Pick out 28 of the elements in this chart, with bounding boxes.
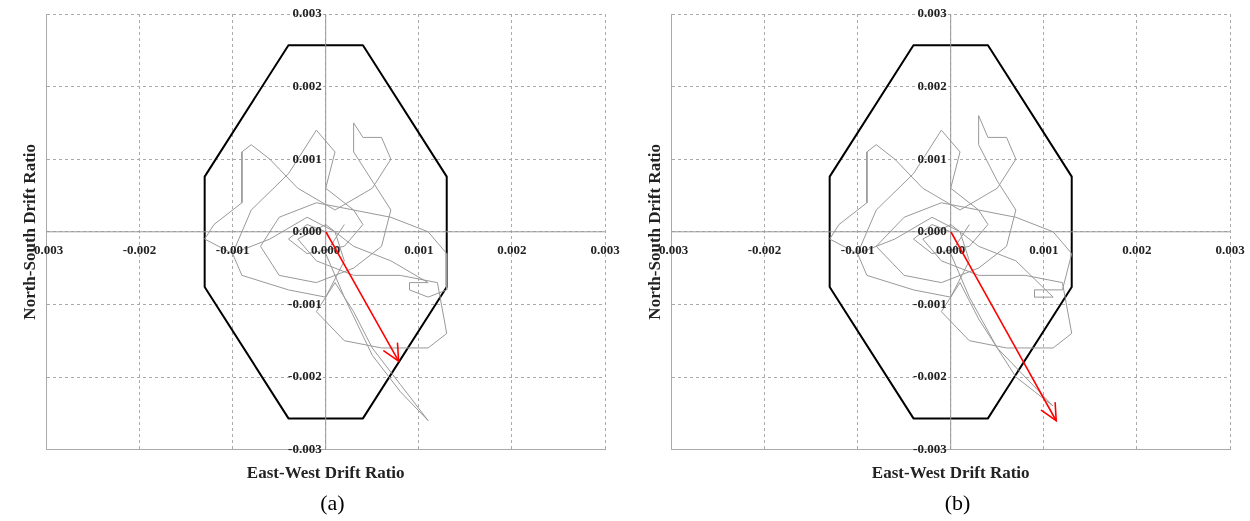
y-tick-label: 0.002 [292, 77, 322, 93]
text: (b) [944, 490, 971, 516]
x-tick-label: 0.003 [1215, 241, 1246, 257]
y-tick-label: -0.001 [288, 295, 322, 311]
x-tick-label: 0.002 [1122, 241, 1152, 257]
x-tick-label: -0.001 [840, 241, 875, 257]
x-tick-label: 0.001 [404, 241, 434, 257]
x-tick-label: 0.001 [1029, 241, 1059, 257]
y-tick-label: 0.001 [917, 150, 947, 166]
x-tick-label: 0.003 [590, 241, 621, 257]
y-tick-label: -0.003 [288, 440, 323, 456]
x-tick-label: -0.001 [215, 241, 250, 257]
y-tick-label: -0.001 [913, 295, 947, 311]
x-axis-title: East-West Drift Ratio [246, 463, 405, 483]
x-tick-label: 0.002 [497, 241, 527, 257]
y-tick-label: -0.003 [913, 440, 948, 456]
x-axis-title: East-West Drift Ratio [871, 463, 1030, 483]
y-tick-label: 0.002 [917, 77, 947, 93]
y-tick-label: -0.002 [913, 368, 947, 384]
x-tick-label: -0.002 [747, 241, 782, 257]
x-tick-label: -0.002 [122, 241, 157, 257]
y-tick-label: 0.001 [292, 150, 322, 166]
y-tick-label: 0.000 [292, 223, 322, 239]
y-tick-label: 0.003 [917, 5, 948, 21]
y-tick-label: -0.002 [288, 368, 322, 384]
y-tick-label: 0.003 [292, 5, 323, 21]
y-tick-label: 0.000 [917, 223, 947, 239]
text: (a) [320, 490, 345, 516]
